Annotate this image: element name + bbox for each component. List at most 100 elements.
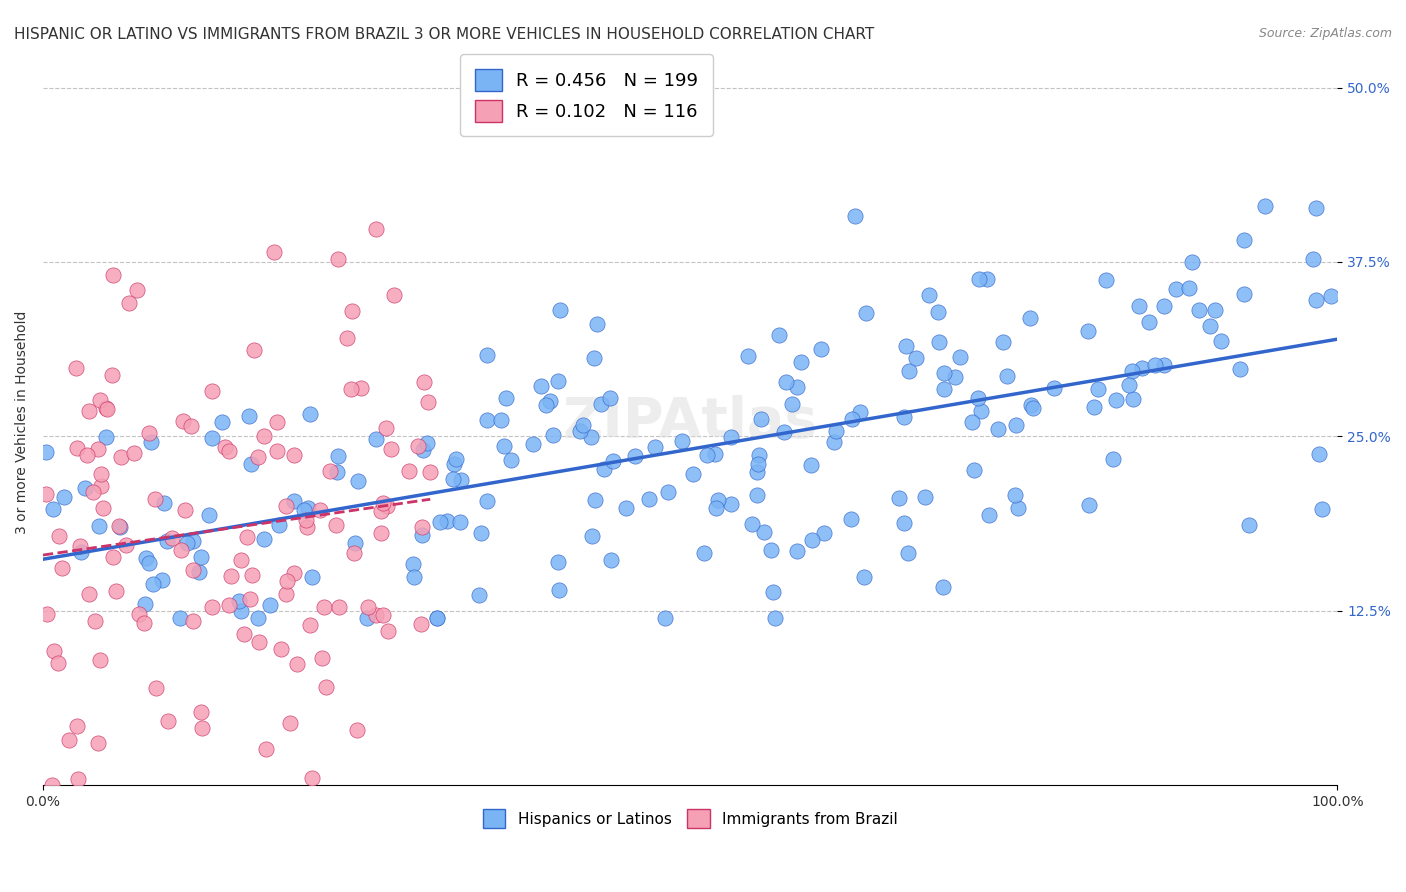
Point [118,296,141,310]
Point [945,370,967,384]
Point [406,439,429,453]
Point [52,490,75,504]
Point [269,518,291,533]
Point [283,448,305,462]
Point [1239,517,1261,532]
Point [571,417,593,432]
Point [1305,293,1327,307]
Point [1095,273,1118,287]
Point [444,452,467,467]
Point [583,493,606,508]
Point [336,331,359,345]
Point [298,618,321,632]
Point [800,458,823,472]
Point [1118,378,1140,392]
Point [589,397,612,411]
Point [1004,488,1026,502]
Point [1128,299,1150,313]
Point [242,343,264,358]
Point [752,524,775,539]
Point [253,533,276,547]
Point [749,412,772,426]
Point [969,271,991,285]
Point [190,705,212,719]
Point [122,445,145,459]
Point [637,491,659,506]
Point [90,479,112,493]
Point [1043,381,1066,395]
Point [855,306,877,320]
Point [201,431,224,445]
Point [181,533,204,548]
Point [704,500,727,515]
Point [240,567,263,582]
Point [841,412,863,426]
Point [602,453,624,467]
Point [58,732,80,747]
Point [495,391,517,405]
Point [201,600,224,615]
Point [101,549,124,564]
Point [416,436,439,450]
Point [412,443,434,458]
Point [160,531,183,545]
Point [449,515,471,529]
Y-axis label: 3 or more Vehicles in Household: 3 or more Vehicles in Household [15,310,30,534]
Point [51,560,73,574]
Point [134,598,156,612]
Point [720,430,742,444]
Point [548,302,571,317]
Point [357,600,380,615]
Point [748,448,770,462]
Point [128,607,150,622]
Text: HISPANIC OR LATINO VS IMMIGRANTS FROM BRAZIL 3 OR MORE VEHICLES IN HOUSEHOLD COR: HISPANIC OR LATINO VS IMMIGRANTS FROM BR… [14,27,875,42]
Point [1137,315,1160,329]
Point [278,715,301,730]
Point [326,252,349,266]
Point [346,723,368,737]
Point [76,448,98,462]
Point [1233,286,1256,301]
Point [377,624,399,639]
Point [150,573,173,587]
Point [416,395,439,409]
Point [976,271,998,285]
Point [775,375,797,389]
Point [547,555,569,569]
Point [301,570,323,584]
Point [283,494,305,508]
Point [340,383,363,397]
Point [170,543,193,558]
Point [614,500,637,515]
Point [436,514,458,528]
Point [201,384,224,399]
Point [91,500,114,515]
Point [536,398,558,412]
Point [823,435,845,450]
Point [1199,319,1222,334]
Point [65,360,87,375]
Point [229,553,252,567]
Point [374,421,396,435]
Point [180,419,202,434]
Point [108,520,131,534]
Point [1229,362,1251,376]
Point [41,778,63,792]
Point [1204,303,1226,318]
Point [247,635,270,649]
Point [1178,281,1201,295]
Point [46,657,69,671]
Point [41,501,63,516]
Point [773,425,796,439]
Point [1302,252,1324,266]
Point [949,350,972,364]
Point [402,570,425,584]
Point [426,610,449,624]
Point [905,351,928,365]
Point [889,491,911,505]
Point [1233,234,1256,248]
Point [848,405,870,419]
Legend: Hispanics or Latinos, Immigrants from Brazil: Hispanics or Latinos, Immigrants from Br… [475,802,905,836]
Point [342,546,364,560]
Point [1101,452,1123,467]
